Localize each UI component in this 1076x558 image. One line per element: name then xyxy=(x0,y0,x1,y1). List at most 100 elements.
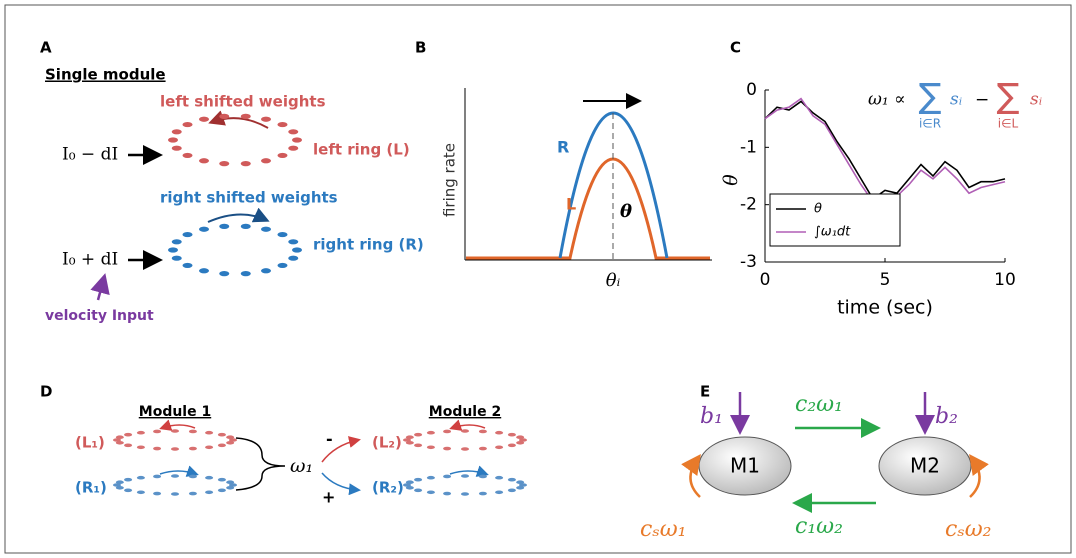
ring-dot xyxy=(426,490,435,495)
ring-dot xyxy=(240,161,251,167)
panel-label: A xyxy=(40,39,52,57)
formula: i∈L xyxy=(998,117,1019,131)
ring-dot xyxy=(443,446,452,451)
ring-dot xyxy=(226,480,235,485)
ring-dot xyxy=(261,226,271,232)
ring-dot xyxy=(414,477,423,482)
self-arrow xyxy=(681,453,701,498)
ring-dot xyxy=(124,477,133,482)
series-line xyxy=(764,100,1006,201)
ring-dot xyxy=(405,435,414,440)
ring-dot xyxy=(229,483,237,487)
shift-arrow xyxy=(449,419,486,431)
ring-dot xyxy=(124,443,133,448)
ring-dot xyxy=(115,435,124,440)
weights-label: left shifted weights xyxy=(160,93,326,111)
ring-dot xyxy=(443,474,452,479)
ring-dot xyxy=(478,429,487,434)
self-label: cₛω₂ xyxy=(945,517,992,542)
shift-arrow xyxy=(207,207,270,223)
ring-dot xyxy=(182,262,193,269)
shift-arrow xyxy=(159,419,196,431)
ring-dot xyxy=(229,438,237,442)
ring-dot xyxy=(261,158,271,164)
ring-dot xyxy=(495,475,504,480)
ring-dot xyxy=(153,474,162,479)
heading: Single module xyxy=(45,66,166,84)
ring-dot xyxy=(261,116,271,122)
theta-label: θ xyxy=(620,201,632,222)
shift-arrow xyxy=(159,465,199,477)
ring-dot xyxy=(507,443,516,448)
legend-label: θ xyxy=(814,202,822,217)
curve-l xyxy=(466,157,710,260)
ring-dot xyxy=(288,239,299,245)
formula: ∑ xyxy=(919,77,942,117)
ring-dot xyxy=(461,492,469,496)
ring-dot xyxy=(226,435,235,440)
ring-dot xyxy=(188,446,197,451)
ring-dot xyxy=(171,492,179,496)
formula: − xyxy=(975,90,989,110)
ring-dot xyxy=(277,262,288,269)
ring-dot xyxy=(188,491,197,496)
ring-dot xyxy=(219,113,230,119)
ring-dot xyxy=(403,438,411,442)
coupling-arrow xyxy=(321,472,361,496)
ring-dot xyxy=(461,447,469,451)
ring-dot xyxy=(507,488,516,493)
panel-label: E xyxy=(700,383,710,401)
ring-dot xyxy=(240,271,251,277)
omega-label: ω₁ xyxy=(290,455,313,477)
shift-arrow xyxy=(208,110,269,129)
ring-dot xyxy=(115,480,124,485)
ring-dot xyxy=(478,474,487,479)
panel-label: C xyxy=(730,39,741,57)
ring-dot xyxy=(261,268,271,274)
ring-dot xyxy=(516,485,525,490)
weights-label: right shifted weights xyxy=(160,189,338,207)
ring-dot xyxy=(292,137,302,143)
ring-dot xyxy=(115,485,124,490)
velocity-label: velocity Input xyxy=(45,308,154,324)
y-axis-label: θ xyxy=(720,174,742,186)
ring-dot xyxy=(188,429,197,434)
ring-dot xyxy=(171,129,182,135)
ring-label: (R₂) xyxy=(372,479,404,497)
ring-dot xyxy=(124,432,133,437)
ring-dot xyxy=(136,430,145,435)
ring-dot xyxy=(115,440,124,445)
frame xyxy=(4,4,1072,554)
bias-label: b₁ xyxy=(700,404,723,429)
ring-label: (L₁) xyxy=(75,434,105,452)
ring-dot xyxy=(136,445,145,450)
ring-dot xyxy=(277,152,288,159)
self-arrow xyxy=(969,453,989,498)
formula: sᵢ xyxy=(1030,90,1042,110)
shift-arrow xyxy=(449,465,489,477)
ring-dot xyxy=(171,255,182,261)
ring-dot xyxy=(168,137,178,143)
ring-dot xyxy=(443,429,452,434)
ring-dot xyxy=(519,438,527,442)
ring-dot xyxy=(426,475,435,480)
formula: sᵢ xyxy=(950,90,962,110)
bracket xyxy=(235,437,286,491)
ring-dot xyxy=(219,223,230,229)
ring-dot xyxy=(171,447,179,451)
ring-dot xyxy=(405,485,414,490)
ring-dot xyxy=(240,223,251,229)
coupling-label: c₂ω₁ xyxy=(795,392,843,417)
ring-dot xyxy=(168,247,178,253)
ring-dot xyxy=(516,435,525,440)
y-axis-label: firing rate xyxy=(441,143,459,217)
ring-dot xyxy=(124,488,133,493)
x-tick-label: 10 xyxy=(994,270,1016,290)
ring-dot xyxy=(461,429,469,433)
ring-dot xyxy=(443,491,452,496)
ring-dot xyxy=(199,226,209,232)
ring-dot xyxy=(226,440,235,445)
module-label: Module 2 xyxy=(429,404,501,420)
y-tick-label: -3 xyxy=(740,252,757,272)
ring-dot xyxy=(288,129,299,135)
